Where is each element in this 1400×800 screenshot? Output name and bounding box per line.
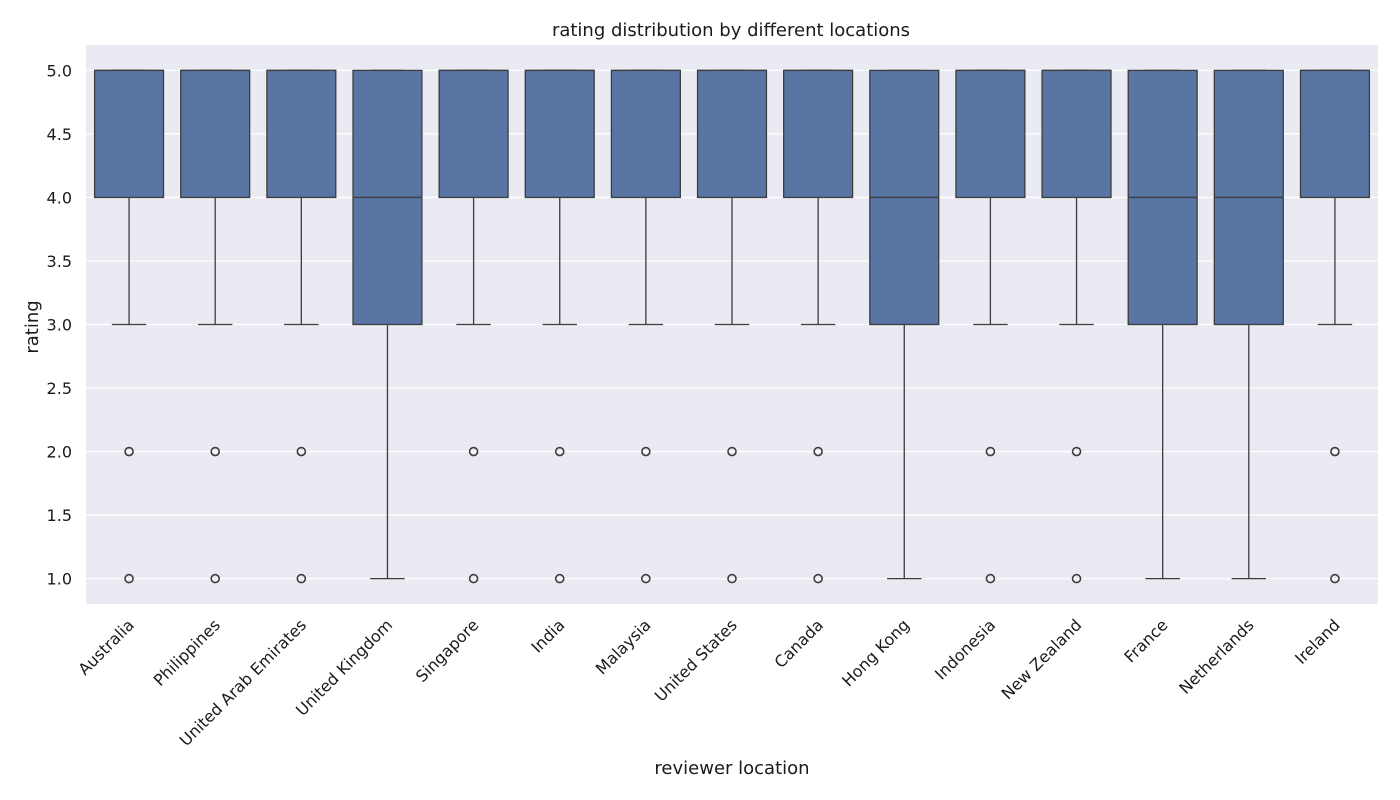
- y-tick-label: 4.0: [47, 188, 72, 207]
- x-tick-label: Ireland: [1291, 615, 1344, 668]
- box-group-1: [180, 69, 251, 584]
- box-group-13: [1213, 69, 1284, 580]
- x-tick-label: Malaysia: [592, 615, 655, 678]
- x-tick-label: Canada: [770, 615, 826, 671]
- y-tick-label: 4.5: [47, 125, 72, 144]
- box-iqr: [610, 69, 681, 199]
- outlier-point: [296, 573, 307, 584]
- outlier-point: [468, 446, 479, 457]
- outlier-point: [1071, 573, 1082, 584]
- outlier-point: [554, 573, 565, 584]
- box-group-5: [524, 69, 595, 584]
- box-iqr: [180, 69, 251, 199]
- box-group-12: [1127, 69, 1198, 580]
- outlier-point: [1330, 573, 1340, 584]
- box-iqr: [1041, 69, 1112, 199]
- y-tick-label: 5.0: [47, 61, 72, 80]
- outlier-point: [985, 573, 996, 584]
- outlier-point: [641, 573, 651, 584]
- outlier-point: [641, 446, 651, 457]
- y-tick-label: 2.5: [47, 379, 72, 398]
- outlier-point: [210, 446, 220, 457]
- outlier-point: [727, 573, 737, 584]
- box-iqr: [1299, 69, 1371, 199]
- box-group-9: [869, 69, 940, 580]
- outlier-point: [468, 573, 479, 584]
- x-tick-label: New Zealand: [998, 615, 1086, 703]
- box-group-14: [1299, 69, 1371, 584]
- outlier-point: [1330, 446, 1340, 457]
- x-tick-label: Indonesia: [931, 615, 999, 683]
- outlier-point: [554, 446, 565, 457]
- box-group-8: [783, 69, 854, 584]
- box-iqr: [93, 69, 165, 199]
- y-tick-label: 3.5: [47, 252, 72, 271]
- outlier-point: [1071, 446, 1082, 457]
- outlier-point: [727, 446, 737, 457]
- outlier-point: [124, 573, 134, 584]
- box-iqr: [266, 69, 337, 199]
- x-tick-label: Netherlands: [1175, 615, 1257, 697]
- x-tick-label: Philippines: [150, 615, 224, 689]
- box-iqr: [955, 69, 1026, 199]
- box-group-2: [266, 69, 337, 584]
- box-series: [93, 69, 1371, 584]
- box-iqr: [783, 69, 854, 199]
- box-group-4: [438, 69, 509, 584]
- x-tick-label: Singapore: [412, 615, 483, 686]
- box-group-10: [955, 69, 1026, 584]
- outlier-point: [813, 446, 823, 457]
- y-tick-label: 1.5: [47, 506, 72, 525]
- box-group-3: [352, 69, 423, 580]
- box-group-11: [1041, 69, 1112, 584]
- box-group-7: [696, 69, 768, 584]
- y-tick-label: 1.0: [47, 570, 72, 589]
- x-tick-label: France: [1120, 615, 1171, 666]
- outlier-point: [296, 446, 307, 457]
- box-group-0: [93, 69, 165, 584]
- box-iqr: [438, 69, 509, 199]
- chart-title: rating distribution by different locatio…: [552, 20, 910, 41]
- x-tick-label: Australia: [74, 615, 137, 678]
- outlier-point: [124, 446, 134, 457]
- x-tick-label: India: [527, 615, 568, 656]
- y-tick-labels: 1.0 1.5 2.0 2.5 3.0 3.5 4.0 4.5 5.0: [47, 61, 72, 588]
- outlier-point: [210, 573, 220, 584]
- y-tick-label: 2.0: [47, 443, 72, 462]
- x-tick-label: United States: [651, 615, 741, 705]
- y-axis-label: rating: [22, 300, 43, 353]
- outlier-point: [985, 446, 996, 457]
- outlier-point: [813, 573, 823, 584]
- x-tick-label: Hong Kong: [838, 615, 913, 690]
- box-iqr: [696, 69, 768, 199]
- box-group-6: [610, 69, 681, 584]
- x-axis-label: reviewer location: [654, 758, 809, 779]
- y-tick-label: 3.0: [47, 316, 72, 335]
- box-iqr: [524, 69, 595, 199]
